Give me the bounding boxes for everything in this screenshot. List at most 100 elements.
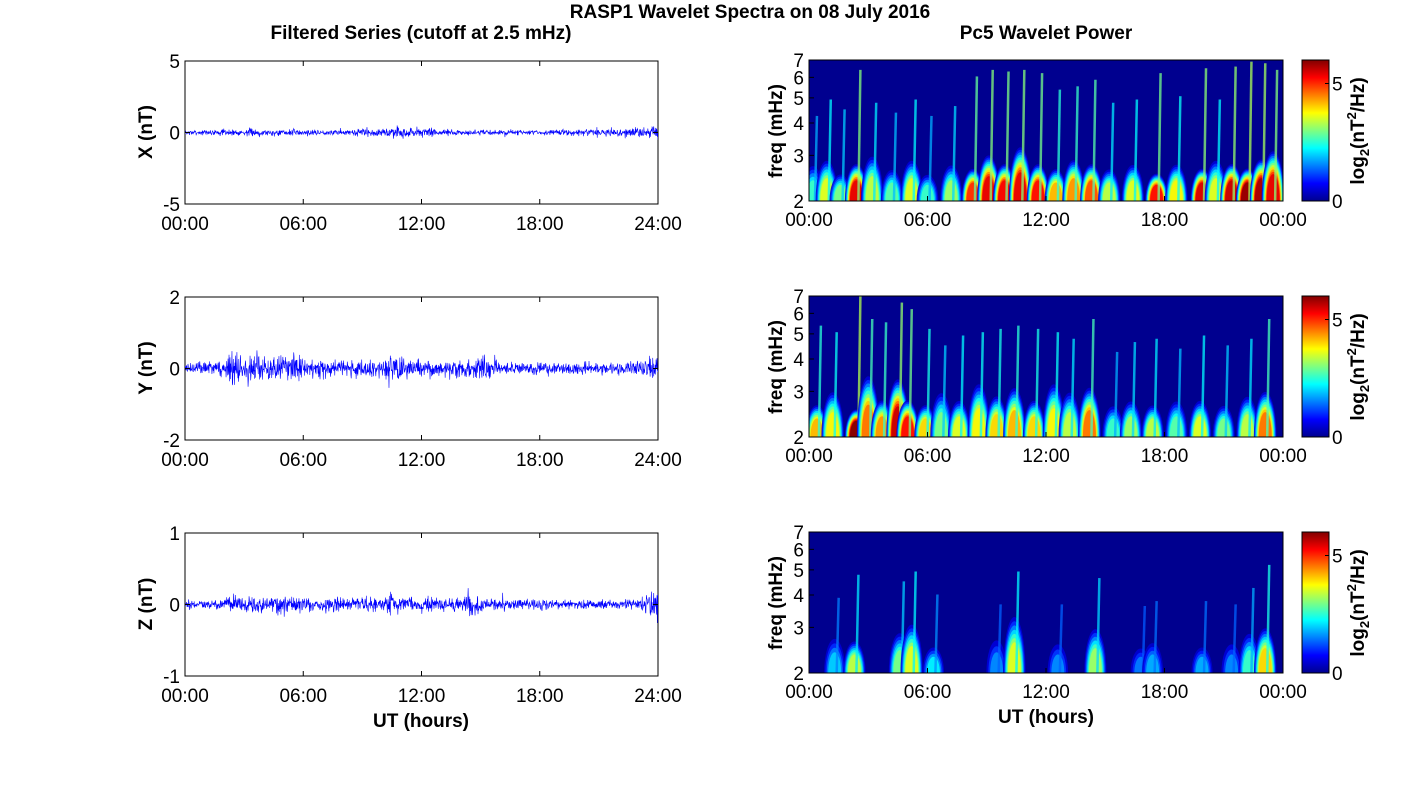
- power-streak: [1202, 601, 1208, 673]
- y-tick-label: 2: [793, 192, 804, 213]
- y-tick-label: 7: [793, 287, 804, 308]
- power-streak: [908, 309, 913, 437]
- y-tick-label: 4: [793, 586, 804, 607]
- colorbar-tick-label: 5: [1332, 547, 1343, 568]
- x-tick-label: 06:00: [904, 682, 952, 703]
- power-streak: [1038, 73, 1044, 201]
- y-tick-label: 6: [793, 68, 804, 89]
- x-series-ticks: 00:00 06:00 12:00 18:00 24:00 -5 0 5: [161, 52, 682, 235]
- power-streak: [1273, 69, 1279, 201]
- x-tick-label: 12:00: [1022, 446, 1070, 467]
- power-streak: [934, 594, 939, 673]
- x-tick-label: 18:00: [1141, 210, 1189, 231]
- power-streak: [1056, 89, 1062, 201]
- y-tick-label: 5: [793, 561, 804, 582]
- y-tick-label: 7: [793, 523, 804, 544]
- z-series-panel: 00:00 06:00 12:00 18:00 24:00 -1 0 1 Z (nT): [136, 524, 682, 707]
- left-column-title: Filtered Series (cutoff at 2.5 mHz): [271, 23, 572, 44]
- y-tick-label: 5: [169, 52, 180, 73]
- power-streak: [973, 76, 979, 201]
- y-spectrum-ylabel: freq (mHz): [766, 320, 787, 414]
- power-streak: [882, 322, 888, 437]
- power-streak: [997, 604, 1002, 673]
- power-streak: [1133, 99, 1139, 201]
- x-tick-label: 06:00: [904, 210, 952, 231]
- power-streak: [1092, 79, 1097, 201]
- x-tick-label: 18:00: [516, 686, 564, 707]
- x-tick-label: 00:00: [785, 682, 833, 703]
- x-colorbar-ticks: 05: [1325, 75, 1343, 213]
- power-streak: [1096, 578, 1101, 673]
- y-tick-label: 2: [793, 664, 804, 685]
- y-tick-label: 4: [793, 350, 804, 371]
- z-series-trace: [185, 588, 658, 624]
- trace-line: [185, 350, 658, 388]
- power-streak: [1250, 587, 1255, 673]
- x-spectrum-ylabel: freq (mHz): [766, 84, 787, 178]
- colorbar-tick-label: 0: [1332, 664, 1343, 685]
- power-streak: [1054, 332, 1060, 437]
- y-tick-label: 4: [793, 114, 804, 135]
- power-streak: [997, 328, 1002, 437]
- x-tick-label: 12:00: [398, 450, 446, 471]
- x-tick-label: 06:00: [279, 450, 327, 471]
- x-tick-label: 00:00: [1259, 446, 1307, 467]
- x-colorbar-label: log2(nT2/Hz): [1344, 77, 1372, 184]
- power-streak: [869, 319, 874, 437]
- y-tick-label: -1: [163, 667, 180, 688]
- z-spectrum-ylabel: freq (mHz): [766, 556, 787, 650]
- z-colorbar: [1301, 531, 1330, 674]
- power-streak: [1015, 571, 1020, 673]
- power-streak: [989, 69, 994, 201]
- power-streak: [1216, 99, 1222, 201]
- x-tick-label: 12:00: [398, 214, 446, 235]
- power-streak: [1248, 338, 1253, 437]
- power-streak: [1200, 335, 1206, 437]
- y-series-trace: [185, 350, 658, 388]
- power-streak: [1021, 69, 1026, 201]
- z-spectrum-background: [809, 532, 1283, 673]
- power-streak: [872, 102, 878, 201]
- x-tick-label: 24:00: [634, 686, 682, 707]
- power-streak: [1070, 338, 1075, 437]
- x-tick-label: 18:00: [516, 450, 564, 471]
- y-colorbar-label: log2(nT2/Hz): [1344, 313, 1372, 420]
- y-tick-label: 3: [793, 146, 804, 167]
- power-streak: [1113, 351, 1119, 437]
- power-streak: [1265, 319, 1271, 437]
- trace-line: [185, 588, 658, 624]
- y-tick-label: 3: [793, 618, 804, 639]
- power-streak: [1202, 68, 1208, 201]
- y-tick-label: 2: [793, 428, 804, 449]
- y-tick-label: 0: [169, 360, 180, 381]
- power-streak: [1177, 96, 1182, 201]
- x-tick-label: 00:00: [161, 214, 209, 235]
- y-colorbar: [1301, 295, 1330, 438]
- x-tick-label: 18:00: [1141, 446, 1189, 467]
- z-series-ylabel: Z (nT): [136, 578, 157, 631]
- x-series-trace: [185, 125, 658, 140]
- power-streak: [926, 328, 931, 437]
- z-spectrum-heatmap: [824, 564, 1277, 673]
- colorbar-tick-label: 0: [1332, 428, 1343, 449]
- power-streak: [855, 574, 860, 673]
- power-streak: [912, 99, 917, 201]
- colorbar-tick-label: 0: [1332, 192, 1343, 213]
- x-tick-label: 18:00: [516, 214, 564, 235]
- x-tick-label: 00:00: [1259, 682, 1307, 703]
- power-streak: [1074, 86, 1079, 201]
- power-streak: [1248, 61, 1253, 201]
- power-streak: [979, 332, 985, 437]
- y-series-ylabel: Y (nT): [136, 341, 157, 394]
- power-streak: [857, 69, 862, 201]
- power-streak: [1157, 73, 1162, 201]
- y-spectrum-heatmap: [809, 296, 1277, 437]
- y-tick-label: 5: [793, 89, 804, 110]
- power-streak: [1224, 345, 1229, 437]
- x-tick-label: 06:00: [279, 214, 327, 235]
